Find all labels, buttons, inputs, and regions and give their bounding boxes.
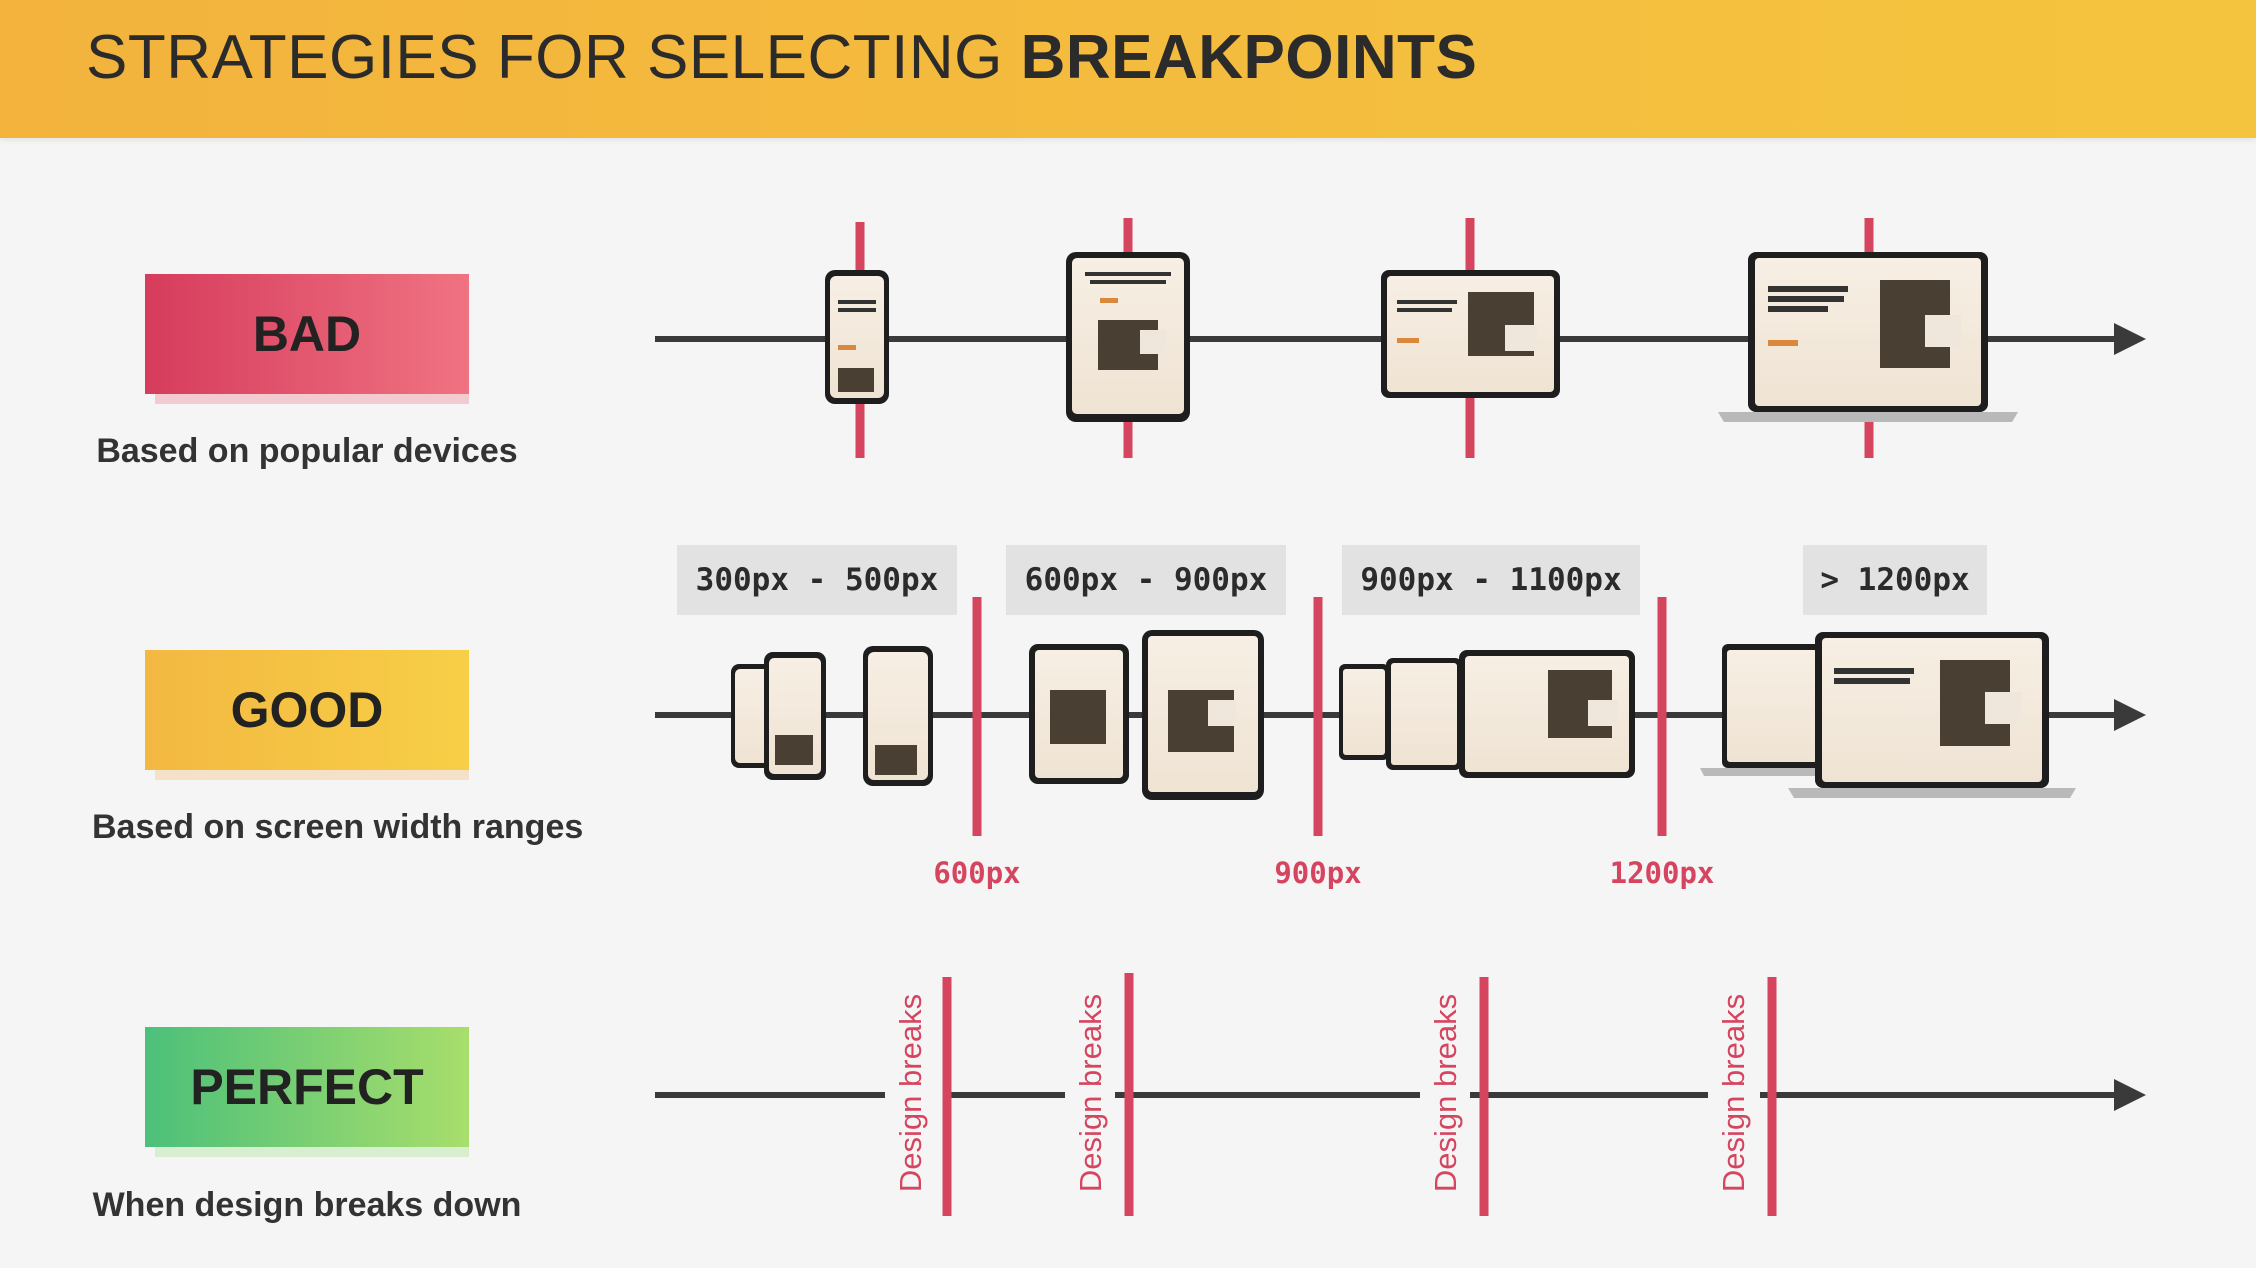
phone-device-icon [825,270,889,404]
good-axis-arrow-icon [2114,699,2146,731]
bad-caption: Based on popular devices [96,432,518,470]
range-label-4: > 1200px [1803,545,1987,615]
small-laptop-device-icon [1381,270,1560,398]
range-label-3: 900px - 1100px [1342,545,1640,615]
range-label-2: 600px - 900px [1006,545,1286,615]
page-title: STRATEGIES FOR SELECTING BREAKPOINTS [86,22,1477,94]
phones-group-icon [731,646,933,786]
laptops-group-icon [1700,632,2076,798]
design-breaks-label-3: Design breaks [1428,993,1463,1193]
design-breaks-label-1: Design breaks [893,993,928,1193]
tablet-device-icon [1066,252,1190,422]
good-caption: Based on screen width ranges [92,808,584,846]
title-bold: BREAKPOINTS [1020,23,1478,92]
breakpoint-label-900: 900px [1274,856,1362,890]
design-breaks-label-4: Design breaks [1716,993,1751,1193]
small-laptops-group-icon [1339,650,1635,778]
perfect-caption: When design breaks down [92,1186,522,1224]
header-bar: STRATEGIES FOR SELECTING BREAKPOINTS [0,0,2256,138]
bad-label: BAD [145,274,469,404]
bad-axis-arrow-icon [2114,323,2146,355]
tablets-group-icon [1029,630,1264,800]
bad-timeline [655,218,2146,458]
perfect-axis-arrow-icon [2114,1079,2146,1111]
good-timeline [655,597,2146,836]
perfect-timeline [655,973,2146,1216]
breakpoint-label-600: 600px [933,856,1021,890]
title-normal: STRATEGIES FOR SELECTING [86,23,1003,92]
range-label-1: 300px - 500px [677,545,957,615]
perfect-label: PERFECT [145,1027,469,1157]
laptop-device-icon [1718,252,2018,422]
breakpoint-label-1200: 1200px [1609,856,1715,890]
design-breaks-label-2: Design breaks [1073,993,1108,1193]
